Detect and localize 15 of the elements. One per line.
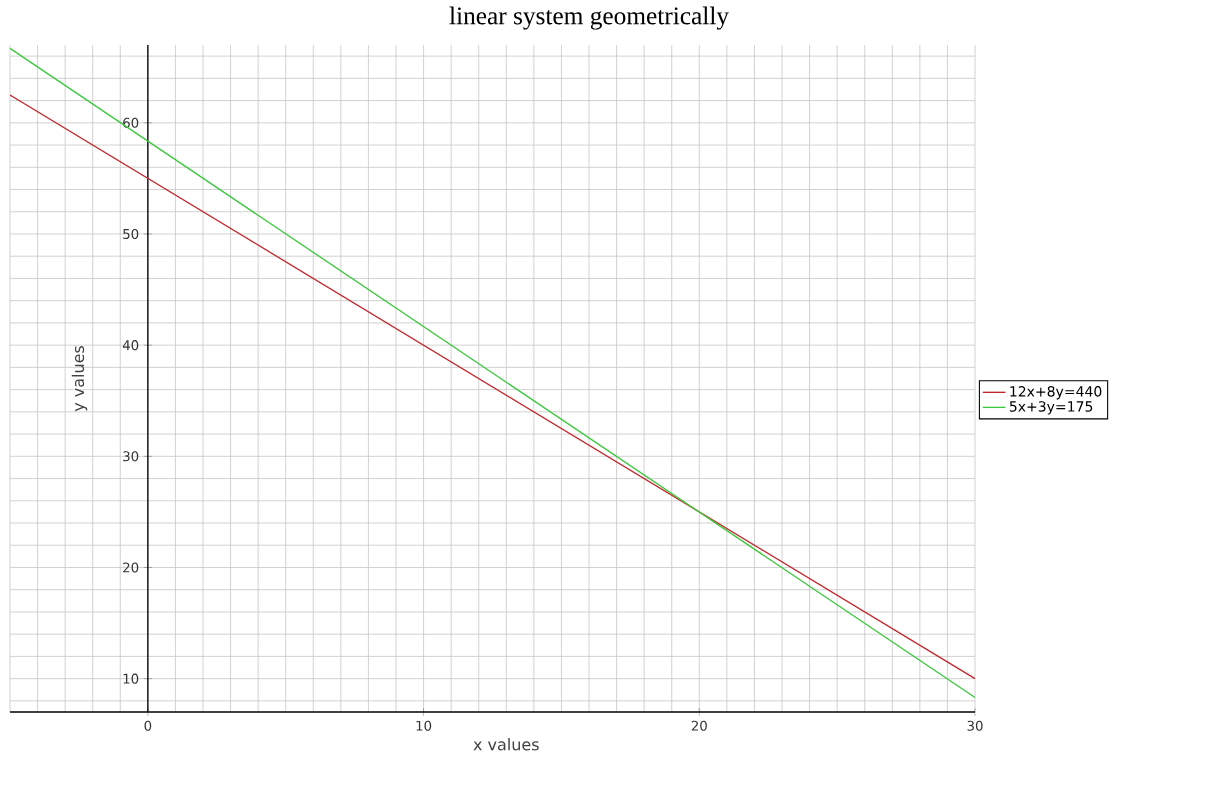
x-tick-label: 20: [691, 720, 707, 731]
x-axis-title: x values: [473, 738, 539, 751]
y-tick-label: 40: [122, 340, 139, 351]
y-axis-title: y values: [71, 345, 88, 412]
y-tick-label: 50: [123, 228, 139, 240]
x-tick-label: 30: [967, 720, 983, 731]
x-tick-label: 0: [144, 720, 152, 731]
chart-title: linear system geometrically: [449, 6, 729, 30]
x-tick-label: 10: [416, 720, 432, 731]
y-tick-label: 30: [123, 451, 139, 462]
y-tick-label: 10: [123, 673, 139, 684]
y-tick-label: 60: [123, 117, 139, 128]
legend-label: 12x+8y=440: [1010, 386, 1102, 400]
y-tick-label: 20: [123, 562, 139, 573]
legend-label: 5x+3y=175: [1009, 401, 1093, 415]
